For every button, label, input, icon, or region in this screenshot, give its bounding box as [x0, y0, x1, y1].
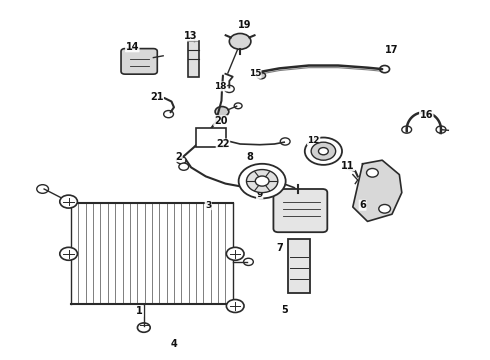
- Text: 1: 1: [136, 306, 143, 316]
- FancyBboxPatch shape: [273, 189, 327, 232]
- Circle shape: [234, 103, 242, 109]
- FancyBboxPatch shape: [121, 49, 157, 74]
- Text: 3: 3: [205, 201, 211, 210]
- Circle shape: [244, 258, 253, 265]
- Text: 18: 18: [214, 82, 227, 91]
- Circle shape: [311, 142, 336, 160]
- Circle shape: [215, 107, 229, 117]
- Bar: [288, 239, 310, 293]
- Circle shape: [367, 168, 378, 177]
- Text: 13: 13: [184, 31, 198, 41]
- Circle shape: [246, 170, 278, 193]
- Text: 5: 5: [281, 305, 288, 315]
- Text: 4: 4: [171, 339, 177, 349]
- Circle shape: [60, 247, 77, 260]
- Circle shape: [137, 323, 150, 332]
- Circle shape: [229, 33, 251, 49]
- Text: 10: 10: [322, 147, 335, 156]
- Circle shape: [37, 185, 49, 193]
- Circle shape: [60, 195, 77, 208]
- Text: 11: 11: [341, 161, 355, 171]
- Text: 22: 22: [216, 139, 230, 149]
- Text: 2: 2: [175, 152, 182, 162]
- Text: 21: 21: [150, 92, 164, 102]
- Circle shape: [255, 176, 269, 186]
- Circle shape: [436, 126, 446, 133]
- Circle shape: [257, 72, 266, 79]
- Circle shape: [224, 85, 234, 93]
- Polygon shape: [353, 160, 402, 221]
- Text: 17: 17: [385, 45, 399, 55]
- Text: 15: 15: [248, 69, 261, 78]
- Circle shape: [318, 148, 328, 155]
- Circle shape: [288, 194, 300, 203]
- Circle shape: [402, 126, 412, 133]
- Circle shape: [179, 163, 189, 170]
- Text: 19: 19: [238, 20, 252, 30]
- Circle shape: [226, 247, 244, 260]
- Text: 6: 6: [359, 200, 366, 210]
- Circle shape: [164, 111, 173, 118]
- Text: 8: 8: [246, 152, 253, 162]
- Circle shape: [239, 164, 286, 198]
- Circle shape: [280, 138, 290, 145]
- Text: 12: 12: [307, 136, 320, 145]
- Text: 9: 9: [256, 190, 263, 199]
- Text: 14: 14: [125, 42, 139, 52]
- Text: 7: 7: [276, 243, 283, 253]
- Bar: [188, 41, 199, 77]
- Circle shape: [380, 66, 390, 73]
- Circle shape: [305, 138, 342, 165]
- Circle shape: [176, 157, 186, 164]
- Circle shape: [379, 204, 391, 213]
- Text: 16: 16: [419, 110, 433, 120]
- Text: 20: 20: [214, 116, 227, 126]
- Bar: [196, 128, 226, 147]
- Circle shape: [226, 300, 244, 312]
